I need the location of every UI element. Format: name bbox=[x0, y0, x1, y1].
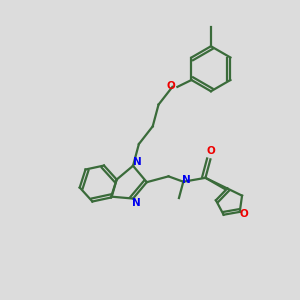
Text: N: N bbox=[182, 175, 191, 185]
Text: O: O bbox=[166, 81, 175, 91]
Text: N: N bbox=[132, 198, 140, 208]
Text: O: O bbox=[239, 209, 248, 219]
Text: N: N bbox=[133, 157, 142, 167]
Text: O: O bbox=[206, 146, 215, 156]
